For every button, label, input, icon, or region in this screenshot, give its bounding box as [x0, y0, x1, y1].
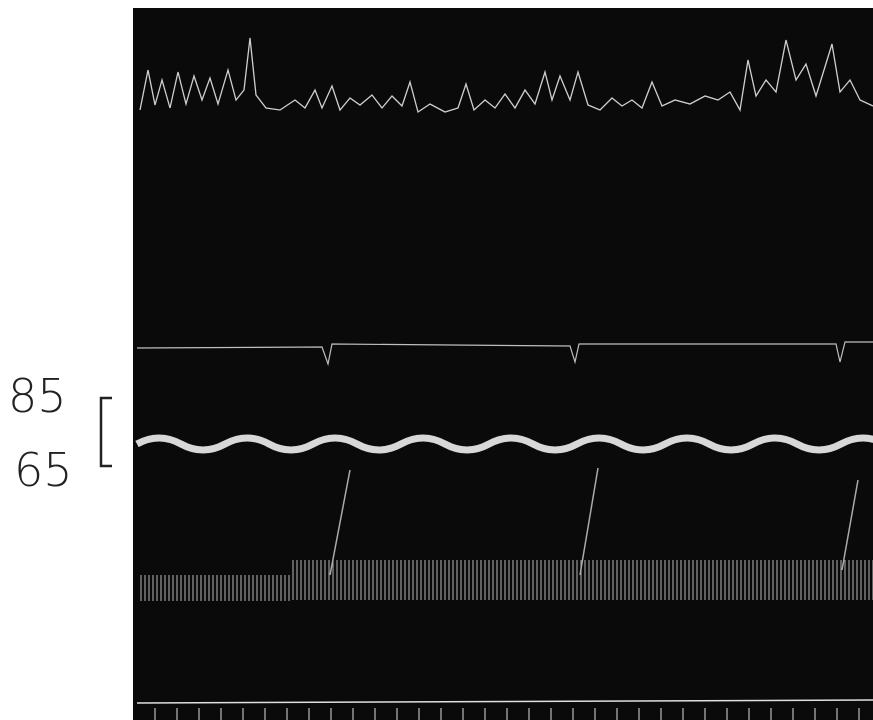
- trace-oscillation: [140, 575, 290, 601]
- photo-background: [133, 8, 873, 720]
- photo: 85 65: [0, 0, 873, 720]
- scale-label: 85: [8, 369, 67, 423]
- page: 85 65 (() => { const data = JSON.parse(d…: [0, 0, 873, 720]
- scale-bracket: [101, 398, 112, 466]
- time-ticks: [137, 708, 873, 720]
- scale-label: 65: [14, 443, 73, 497]
